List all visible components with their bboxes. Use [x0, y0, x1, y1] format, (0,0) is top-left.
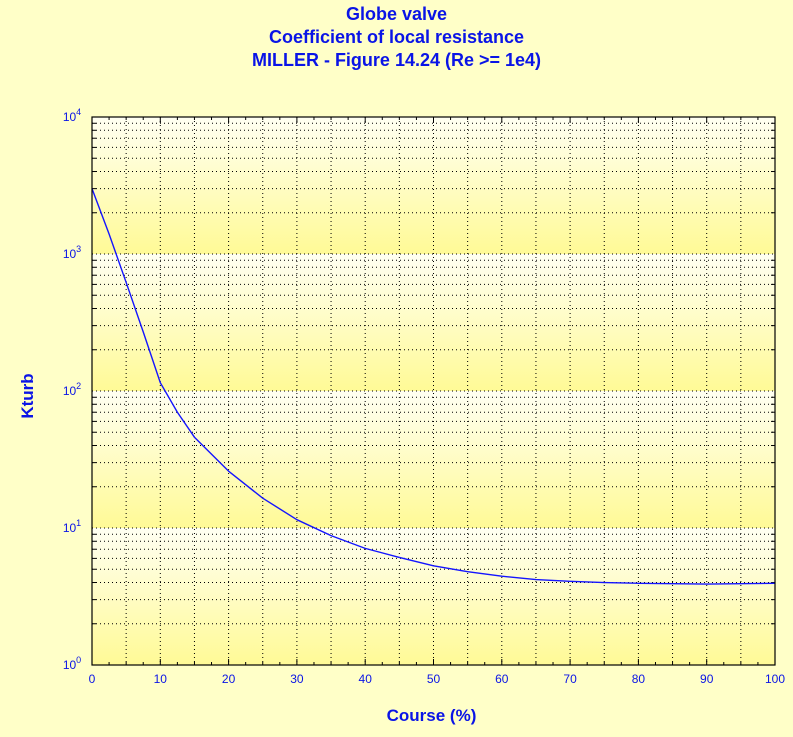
x-tick-label: 10 [154, 672, 168, 686]
x-tick-label: 0 [89, 672, 96, 686]
data-series-line [91, 188, 776, 585]
chart-title-line-3: MILLER - Figure 14.24 (Re >= 1e4) [251, 50, 542, 70]
x-tick-label: 80 [632, 672, 646, 686]
y-axis-title: Kturb [18, 373, 37, 419]
x-tick-label: 50 [427, 672, 441, 686]
chart-title-line-2: Coefficient of local resistance [268, 27, 525, 47]
y-tick-label: 104 [63, 107, 81, 124]
x-tick-label: 90 [700, 672, 714, 686]
plot-band [92, 528, 775, 665]
y-tick-label: 103 [63, 244, 81, 261]
y-tick-label: 101 [63, 518, 81, 535]
x-tick-label: 40 [359, 672, 373, 686]
y-tick-label: 102 [63, 381, 81, 398]
x-tick-label: 30 [290, 672, 304, 686]
x-tick-label: 70 [563, 672, 577, 686]
y-tick-label: 100 [63, 655, 81, 672]
x-axis-title: Course (%) [386, 706, 477, 725]
plot-band [92, 391, 775, 528]
x-tick-label: 20 [222, 672, 236, 686]
plot-frame [91, 116, 776, 666]
plot-band [92, 254, 775, 391]
x-tick-label: 60 [495, 672, 509, 686]
chart-title-line-1: Globe valve [345, 4, 448, 24]
x-tick-label: 100 [765, 672, 785, 686]
